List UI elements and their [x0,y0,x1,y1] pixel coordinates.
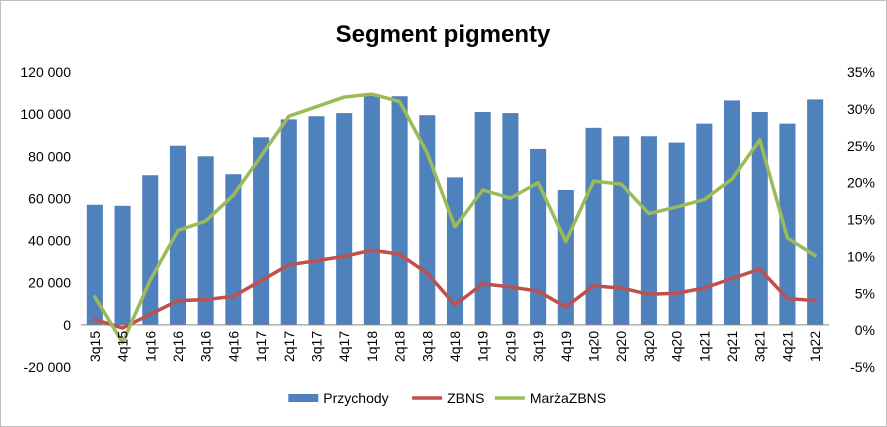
bar-4q21 [779,123,796,325]
bar-3q15 [86,204,103,325]
x-tick-label: 1q17 [253,331,269,362]
x-tick-label: 3q20 [641,331,657,362]
y2-tick-label: 35% [847,64,875,80]
x-tick-label: 3q16 [198,331,214,362]
y-tick-label: 60 000 [28,190,71,206]
x-tick-label: 3q19 [530,331,546,362]
bar-1q19 [474,112,491,325]
x-tick-label: 2q20 [613,331,629,362]
y2-tick-label: 0% [855,322,875,338]
y-tick-label: 100 000 [20,106,71,122]
y2-tick-label: 15% [847,212,875,228]
lines-layer [93,92,817,345]
legend-item-przychody: Przychody [288,390,389,406]
bar-2q20 [613,136,630,325]
bar-2q21 [724,100,741,325]
y2-tick-label: 25% [847,138,875,154]
y-tick-label: 80 000 [28,148,71,164]
bar-2q18 [391,96,408,325]
bar-1q21 [696,123,713,325]
x-tick-label: 4q17 [336,331,352,362]
ticks-layer: -20 000 0 20 000 40 000 60 000 80 000 100 000 1… [20,64,875,375]
x-tick-label: 3q15 [87,331,103,362]
line-series-marżazbns [93,92,817,345]
legend-label: Przychody [323,390,388,406]
y-tick-label: 20 000 [28,275,71,291]
y2-tick-label: 30% [847,101,875,117]
x-tick-label: 4q16 [225,331,241,362]
bar-4q20 [668,142,685,325]
bar-3q16 [197,156,214,325]
legend-label: MarżaZBNS [530,390,606,406]
bar-4q17 [336,113,353,325]
bar-3q20 [640,136,657,325]
bar-1q16 [142,175,159,325]
legend: Przychody ZBNS MarżaZBNS [288,390,606,406]
y-tick-label: 120 000 [20,64,71,80]
x-tick-label: 1q18 [364,331,380,362]
y2-tick-label: 5% [855,285,875,301]
legend-swatch [288,394,319,402]
bar-4q16 [225,174,242,325]
bar-1q22 [807,99,824,325]
x-tick-label: 1q16 [142,331,158,362]
legend-item-zbns: ZBNS [412,390,484,406]
legend-label: ZBNS [447,390,484,406]
bar-4q15 [114,205,131,325]
x-tick-label: 4q20 [669,331,685,362]
bar-3q17 [308,116,325,325]
y-tick-label: -20 000 [24,359,72,375]
y2-tick-label: -5% [850,359,875,375]
x-tick-label: 1q21 [696,331,712,362]
x-tick-label: 2q16 [170,331,186,362]
bar-3q18 [419,115,436,325]
x-tick-label: 3q17 [308,331,324,362]
x-tick-label: 4q21 [779,331,795,362]
legend-item-marżazbns: MarżaZBNS [494,390,606,406]
x-tick-label: 4q18 [447,331,463,362]
bar-1q20 [585,127,602,325]
x-tick-label: 2q18 [392,331,408,362]
x-tick-label: 2q21 [724,331,740,362]
x-tick-label: 1q22 [807,331,823,362]
y2-tick-label: 10% [847,248,875,264]
x-tick-label: 3q18 [419,331,435,362]
bar-4q19 [557,190,574,325]
bar-3q19 [530,148,547,325]
x-tick-label: 2q19 [502,331,518,362]
bar-2q17 [280,119,297,325]
y-tick-label: 0 [63,317,71,333]
chart-title: Segment pigmenty [336,21,551,48]
x-tick-label: 3q21 [752,331,768,362]
x-tick-label: 2q17 [281,331,297,362]
x-tick-label: 1q20 [586,331,602,362]
y2-tick-label: 20% [847,175,875,191]
x-tick-label: 4q19 [558,331,574,362]
bar-1q18 [363,95,380,325]
bar-2q19 [502,113,519,325]
bar-2q16 [169,145,186,325]
bars-layer [86,95,824,325]
y-tick-label: 40 000 [28,233,71,249]
line-series-zbns [93,248,817,330]
x-tick-label: 1q19 [475,331,491,362]
x-tick-label: 4q15 [115,331,131,362]
